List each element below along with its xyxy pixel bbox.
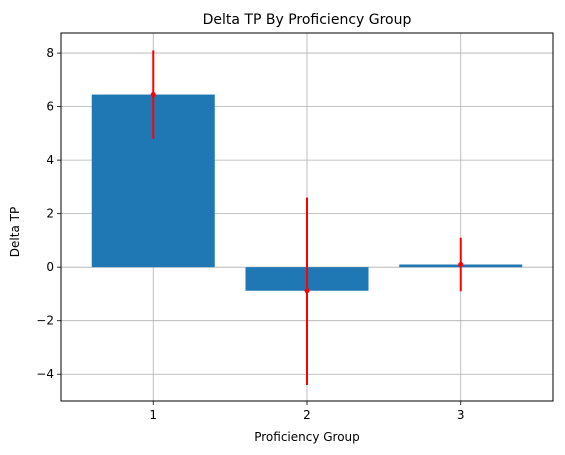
error-bar-center-point (304, 288, 310, 294)
y-axis-ticks: −4 −2 0 2 4 6 8 (36, 46, 61, 381)
y-tick-label: 6 (46, 100, 54, 114)
error-bars (150, 50, 464, 385)
x-tick-label: 3 (457, 408, 465, 422)
error-bar-center-point (458, 262, 464, 268)
y-tick-label: 4 (46, 153, 54, 167)
chart-title: Delta TP By Proficiency Group (203, 12, 412, 28)
x-axis-ticks: 1 2 3 (149, 401, 465, 422)
y-tick-label: 0 (46, 260, 54, 274)
y-tick-label: 2 (46, 207, 54, 221)
x-axis-label: Proficiency Group (254, 430, 360, 444)
x-tick-label: 2 (303, 408, 311, 422)
error-bar-center-point (150, 92, 156, 98)
y-axis-label: Delta TP (8, 207, 22, 257)
y-tick-label: 8 (46, 46, 54, 60)
y-tick-label: −2 (36, 314, 54, 328)
y-tick-label: −4 (36, 367, 54, 381)
x-tick-label: 1 (149, 408, 157, 422)
